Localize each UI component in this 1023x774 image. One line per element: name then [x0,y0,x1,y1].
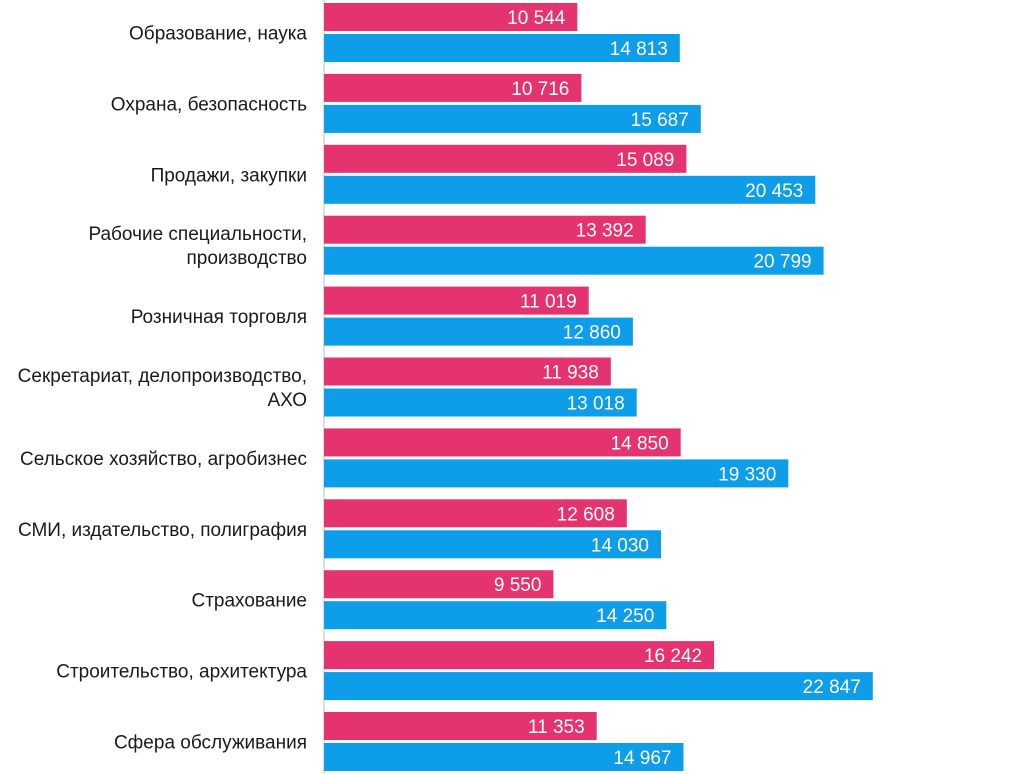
category-label-9: Строительство, архитектура [56,662,307,683]
value-label-s1-3: 20 799 [753,252,811,273]
value-label-s0-9: 16 242 [644,646,702,667]
category-label-5-line0: Секретариат, делопроизводство, [18,366,307,387]
value-label-s1-9: 22 847 [803,677,861,698]
category-label-6: Сельское хозяйство, агробизнес [20,449,307,470]
value-label-s0-5: 11 938 [542,363,599,384]
value-label-s0-0: 10 544 [507,8,566,29]
bar-s1-4 [324,317,633,346]
value-label-s1-8: 14 250 [596,606,654,627]
bar-s1-3 [324,246,824,275]
bar-s0-1 [324,73,582,102]
category-label-10: Сфера обслуживания [114,733,307,754]
category-label-0: Образование, наука [129,24,307,45]
value-label-s1-6: 19 330 [718,464,776,485]
value-label-s1-4: 12 860 [563,323,621,344]
bar-s0-3 [324,215,646,244]
category-label-4: Розничная торговля [131,307,307,328]
bar-s1-2 [324,175,816,204]
value-label-s1-5: 13 018 [567,394,625,415]
category-label-1: Охрана, безопасность [111,94,307,115]
value-label-s1-1: 15 687 [631,110,689,131]
bar-s1-6 [324,459,789,488]
value-label-s1-10: 14 967 [613,748,671,769]
category-label-7: СМИ, издательство, полиграфия [18,520,307,541]
bar-s0-2 [324,144,687,173]
value-label-s0-6: 14 850 [611,433,669,454]
value-label-s1-2: 20 453 [745,181,803,202]
category-label-3-line1: производство [186,248,307,269]
value-label-s1-7: 14 030 [591,535,649,556]
value-label-s0-8: 9 550 [494,575,542,596]
bar-s0-6 [324,428,681,457]
bar-s1-7 [324,530,661,559]
value-label-s0-7: 12 608 [557,504,615,525]
value-label-s1-0: 14 813 [610,39,668,60]
bar-s1-8 [324,601,667,630]
category-label-3-line0: Рабочие специальности, [88,224,307,245]
value-label-s0-1: 10 716 [511,79,569,100]
value-label-s0-3: 13 392 [576,221,634,242]
bar-s0-0 [324,3,578,31]
bar-s0-9 [324,641,715,670]
bar-s1-1 [324,104,701,133]
category-label-5-line1: АХО [268,390,308,411]
value-label-s0-2: 15 089 [616,150,674,171]
bar-s1-0 [324,34,680,62]
category-label-8: Страхование [191,591,307,612]
bar-s0-10 [324,712,597,740]
bar-s0-4 [324,286,589,315]
bar-s1-9 [324,672,873,701]
value-label-s0-4: 11 019 [520,292,577,313]
bar-s1-5 [324,388,637,417]
bar-s0-7 [324,499,627,528]
category-label-2: Продажи, закупки [151,165,307,186]
bar-s0-8 [324,570,554,599]
value-label-s0-10: 11 353 [528,717,585,738]
bar-s0-5 [324,357,611,386]
bar-s1-10 [324,743,684,771]
